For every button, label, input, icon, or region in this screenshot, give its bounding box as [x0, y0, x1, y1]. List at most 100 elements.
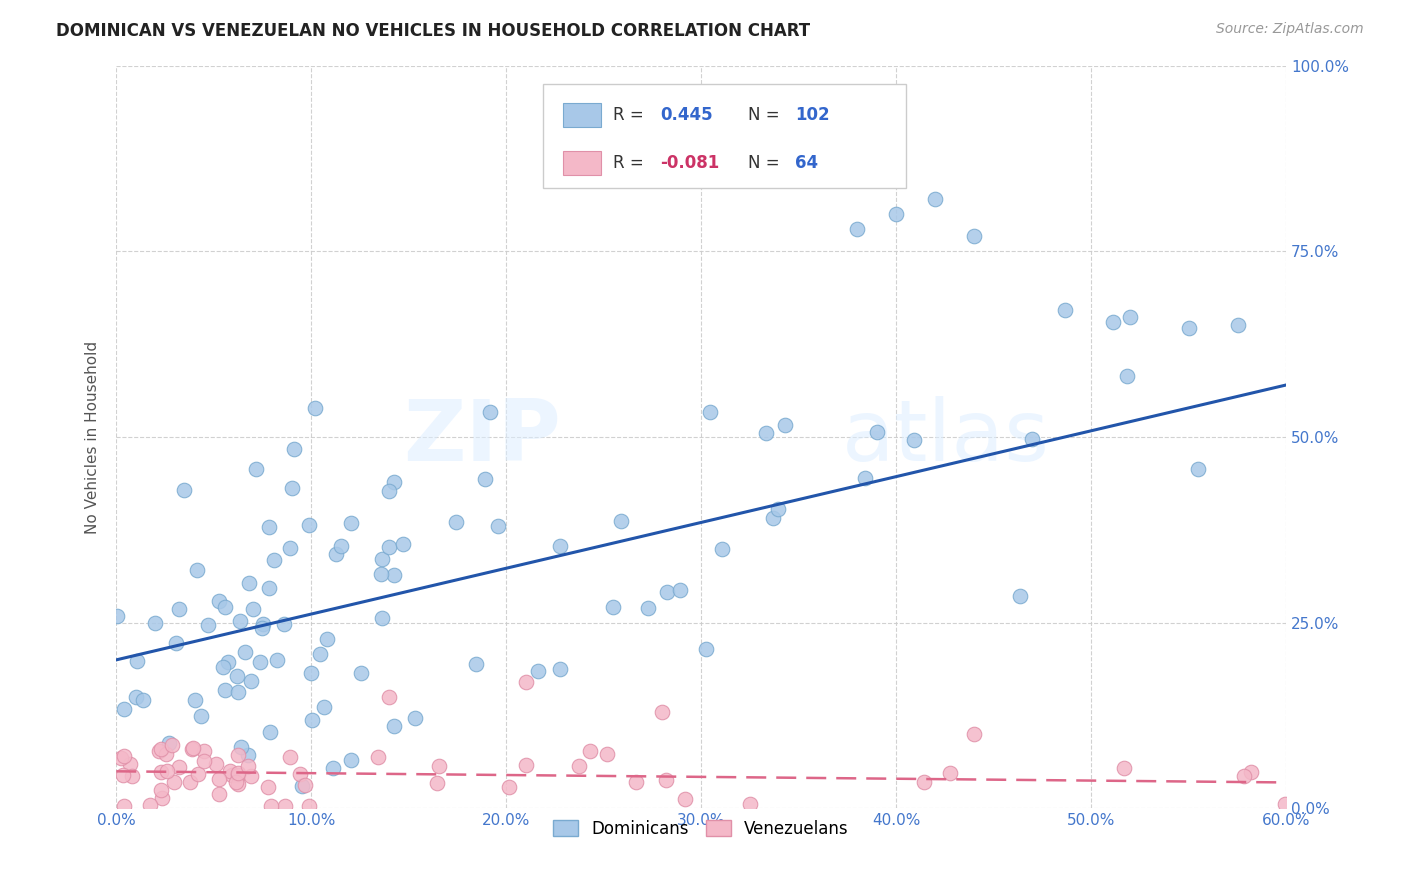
Point [143, 616, 166, 631]
Point [266, 653, 288, 667]
Point [912, 775, 935, 789]
Point [257, 780, 280, 794]
Point [214, 600, 236, 615]
Point [312, 700, 335, 714]
Point [550, 539, 572, 553]
Point [110, 750, 132, 764]
Point [1274, 797, 1296, 811]
Text: R =: R = [613, 154, 650, 172]
Point [846, 222, 869, 236]
Point [291, 779, 314, 793]
Point [655, 772, 678, 787]
Point [228, 768, 250, 782]
Point [190, 708, 212, 723]
Point [1116, 369, 1139, 384]
Point [378, 690, 401, 704]
Text: N =: N = [748, 106, 785, 124]
Point [260, 799, 283, 814]
Point [740, 797, 762, 812]
Point [187, 767, 209, 781]
Point [219, 764, 242, 778]
Point [695, 641, 717, 656]
Point [186, 563, 208, 577]
Text: atlas: atlas [841, 395, 1049, 478]
Point [884, 207, 907, 221]
Point [226, 777, 249, 791]
Text: R =: R = [613, 106, 650, 124]
Point [184, 693, 207, 707]
Point [773, 417, 796, 432]
Y-axis label: No Vehicles in Household: No Vehicles in Household [86, 341, 100, 533]
Point [610, 514, 633, 528]
Point [156, 764, 179, 778]
Point [1102, 315, 1125, 329]
Point [298, 799, 321, 814]
Point [350, 666, 373, 681]
Text: ZIP: ZIP [404, 395, 561, 478]
Point [478, 405, 501, 419]
Point [755, 425, 778, 440]
Point [221, 768, 243, 782]
Point [301, 713, 323, 727]
Point [392, 537, 415, 551]
Point [274, 799, 297, 814]
Point [242, 602, 264, 616]
Point [281, 481, 304, 495]
Point [404, 710, 426, 724]
Point [165, 635, 187, 649]
FancyBboxPatch shape [562, 152, 600, 175]
Point [668, 582, 690, 597]
Point [761, 510, 783, 524]
Point [229, 740, 252, 755]
Point [963, 727, 986, 741]
Point [225, 774, 247, 789]
Point [283, 442, 305, 456]
Point [239, 673, 262, 688]
Point [132, 693, 155, 707]
Point [1054, 303, 1077, 318]
Point [322, 761, 344, 775]
Point [673, 792, 696, 806]
Point [294, 778, 316, 792]
Point [427, 759, 450, 773]
Point [1240, 764, 1263, 779]
Point [239, 769, 262, 783]
Point [226, 747, 249, 762]
Point [173, 483, 195, 497]
Point [602, 600, 624, 615]
Point [579, 744, 602, 758]
Point [112, 749, 135, 764]
Point [1187, 462, 1209, 476]
Point [212, 660, 235, 674]
Point [112, 768, 135, 782]
Point [1119, 310, 1142, 324]
Point [515, 757, 537, 772]
Point [238, 575, 260, 590]
Point [233, 645, 256, 659]
Point [425, 776, 447, 790]
Point [138, 797, 160, 812]
Point [624, 775, 647, 789]
Point [278, 749, 301, 764]
Point [903, 434, 925, 448]
Point [127, 654, 149, 668]
Point [252, 616, 274, 631]
Point [181, 741, 204, 756]
Point [1178, 321, 1201, 335]
Point [149, 783, 172, 797]
Point [340, 516, 363, 530]
Point [118, 757, 141, 772]
Point [515, 675, 537, 690]
Point [382, 475, 405, 489]
Point [238, 747, 260, 762]
Point [208, 788, 231, 802]
Point [150, 764, 173, 779]
Point [367, 750, 389, 764]
Point [299, 665, 322, 680]
Point [304, 401, 326, 415]
Point [273, 617, 295, 632]
Point [150, 791, 173, 805]
Point [325, 547, 347, 561]
FancyBboxPatch shape [543, 84, 905, 188]
Point [1008, 589, 1031, 603]
